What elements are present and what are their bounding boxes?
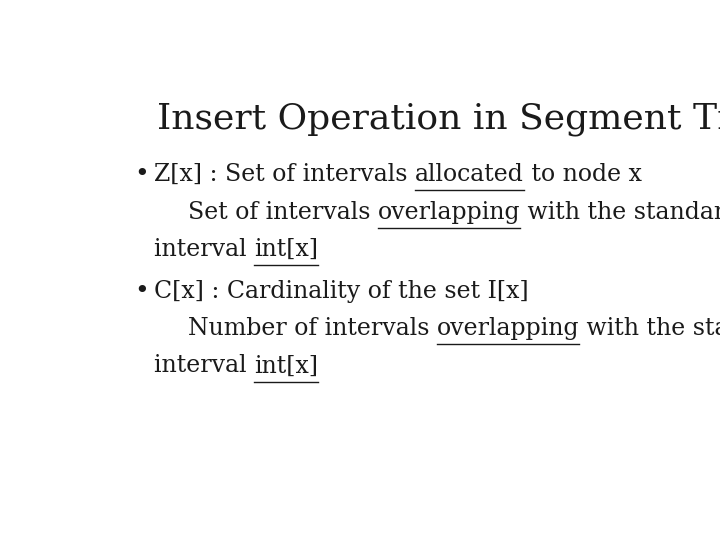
Text: with the standard: with the standard xyxy=(580,317,720,340)
Text: int[x]: int[x] xyxy=(254,354,318,377)
Text: int[x]: int[x] xyxy=(254,238,318,261)
Text: Insert Operation in Segment Trees: Insert Operation in Segment Trees xyxy=(157,102,720,136)
Text: allocated: allocated xyxy=(415,163,524,186)
Text: Number of intervals: Number of intervals xyxy=(188,317,436,340)
Text: with the standard: with the standard xyxy=(521,201,720,224)
Text: Set of intervals: Set of intervals xyxy=(188,201,378,224)
Text: •: • xyxy=(135,163,149,186)
Text: overlapping: overlapping xyxy=(378,201,521,224)
Text: overlapping: overlapping xyxy=(436,317,580,340)
Text: •: • xyxy=(135,280,149,302)
Text: Z[x] : Set of intervals: Z[x] : Set of intervals xyxy=(154,163,415,186)
Text: to node x: to node x xyxy=(524,163,642,186)
Text: C[x] : Cardinality of the set I[x]: C[x] : Cardinality of the set I[x] xyxy=(154,280,528,302)
Text: interval: interval xyxy=(154,354,254,377)
Text: interval: interval xyxy=(154,238,254,261)
